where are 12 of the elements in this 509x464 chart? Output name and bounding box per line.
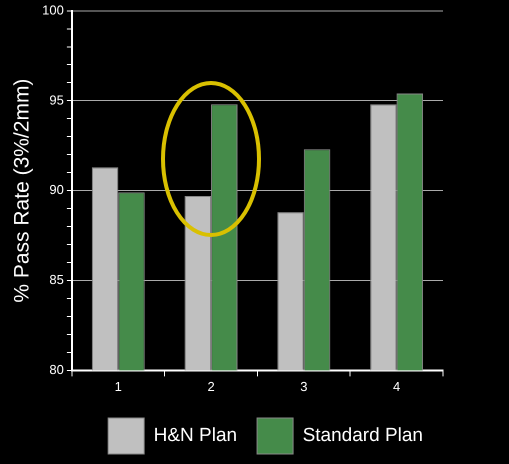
x-tick-label: 1 xyxy=(114,378,122,394)
y-axis-title: % Pass Rate (3%/2mm) xyxy=(10,78,34,303)
x-tick-label: 2 xyxy=(207,378,215,394)
legend-label: Standard Plan xyxy=(302,425,423,446)
x-tick-label: 3 xyxy=(300,378,308,394)
x-tick-label: 4 xyxy=(392,378,400,394)
y-tick-label: 90 xyxy=(49,182,64,198)
y-tick-label: 85 xyxy=(49,272,64,288)
legend-label: H&N Plan xyxy=(154,425,238,446)
y-tick-label: 95 xyxy=(49,92,64,108)
y-tick-label: 100 xyxy=(42,2,64,18)
y-tick-label: 80 xyxy=(49,362,64,377)
